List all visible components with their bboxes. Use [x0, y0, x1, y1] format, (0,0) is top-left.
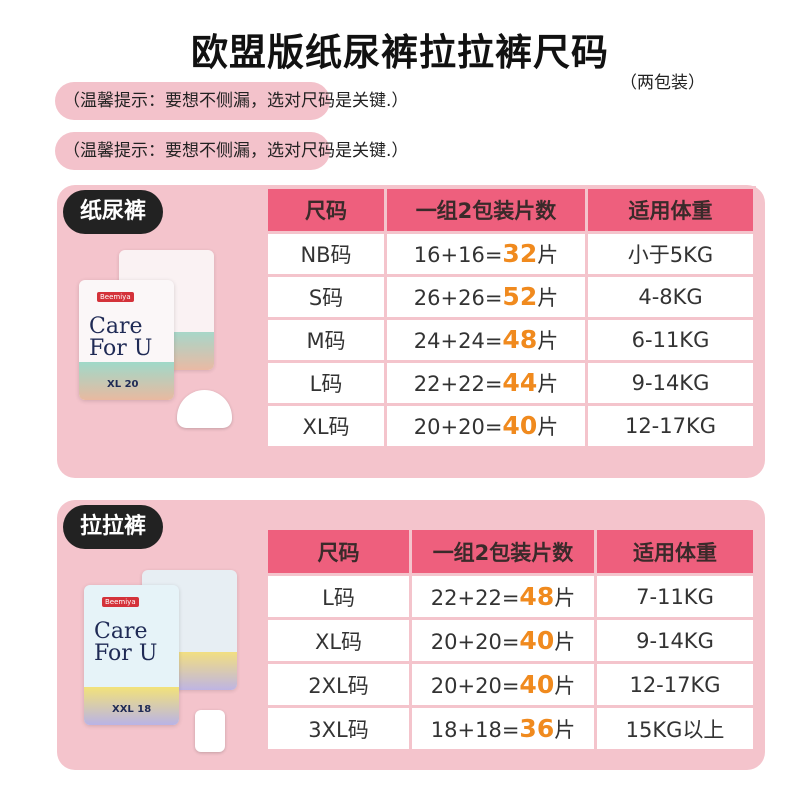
count-cell: 20+20=40片 — [387, 406, 585, 446]
count-unit: 片 — [537, 372, 559, 396]
table-row: S码 26+26=52片 4-8KG — [268, 277, 753, 317]
header-count: 一组2包装片数 — [412, 530, 594, 573]
count-formula: 20+20= — [413, 415, 503, 439]
count-total: 48 — [502, 325, 538, 354]
size-cell: S码 — [268, 277, 384, 317]
size-cell: M码 — [268, 320, 384, 360]
count-total: 36 — [519, 713, 555, 743]
package-image: Beemiya Care For U XL 20 — [79, 280, 174, 400]
size-cell: XL码 — [268, 620, 409, 661]
table-row: NB码 16+16=32片 小于5KG — [268, 234, 753, 274]
count-total: 52 — [502, 282, 538, 311]
page-title: 欧盟版纸尿裤拉拉裤尺码 — [191, 31, 609, 74]
count-cell: 16+16=32片 — [387, 234, 585, 274]
count-total: 40 — [519, 669, 555, 699]
subtitle: （两包装） — [620, 73, 705, 93]
size-cell: L码 — [268, 576, 409, 617]
count-cell: 20+20=40片 — [412, 620, 594, 661]
weight-cell: 12-17KG — [588, 406, 753, 446]
count-formula: 16+16= — [413, 243, 503, 267]
count-cell: 24+24=48片 — [387, 320, 585, 360]
count-total: 40 — [519, 625, 555, 655]
count-unit: 片 — [537, 243, 559, 267]
count-unit: 片 — [554, 585, 576, 610]
count-cell: 22+22=44片 — [387, 363, 585, 403]
package-size: XXL 18 — [112, 704, 152, 715]
table-row: L码 22+22=48片 7-11KG — [268, 576, 753, 617]
count-formula: 22+22= — [430, 585, 520, 610]
count-unit: 片 — [554, 717, 576, 742]
count-unit: 片 — [537, 286, 559, 310]
count-cell: 18+18=36片 — [412, 708, 594, 749]
table-row: M码 24+24=48片 6-11KG — [268, 320, 753, 360]
package-image: Beemiya Care For U XXL 18 — [84, 585, 179, 725]
count-unit: 片 — [554, 673, 576, 698]
count-total: 44 — [502, 368, 538, 397]
weight-cell: 小于5KG — [588, 234, 753, 274]
table-row: XL码 20+20=40片 9-14KG — [268, 620, 753, 661]
package-brand: Care For U — [94, 619, 158, 666]
count-cell: 20+20=40片 — [412, 664, 594, 705]
section-badge: 拉拉裤 — [63, 505, 163, 549]
count-cell: 22+22=48片 — [412, 576, 594, 617]
count-formula: 18+18= — [430, 717, 520, 742]
table-row: L码 22+22=44片 9-14KG — [268, 363, 753, 403]
pants-size-table: 尺码 一组2包装片数 适用体重 L码 22+22=48片 7-11KG XL码 20+20=… — [265, 527, 756, 752]
count-formula: 20+20= — [430, 629, 520, 654]
count-formula: 20+20= — [430, 673, 520, 698]
diaper-image — [177, 390, 232, 428]
size-cell: 3XL码 — [268, 708, 409, 749]
count-formula: 24+24= — [413, 329, 503, 353]
size-cell: 2XL码 — [268, 664, 409, 705]
size-cell: XL码 — [268, 406, 384, 446]
count-total: 32 — [502, 239, 538, 268]
weight-cell: 12-17KG — [597, 664, 753, 705]
weight-cell: 9-14KG — [588, 363, 753, 403]
header-weight: 适用体重 — [588, 189, 753, 231]
section-badge: 纸尿裤 — [63, 190, 163, 234]
count-formula: 26+26= — [413, 286, 503, 310]
tip-banner: （温馨提示：要想不侧漏，选对尺码是关键.） — [55, 82, 408, 120]
header-size: 尺码 — [268, 530, 409, 573]
package-brand: Care For U — [89, 314, 153, 361]
size-cell: NB码 — [268, 234, 384, 274]
header-count: 一组2包装片数 — [387, 189, 585, 231]
tip-banner: （温馨提示：要想不侧漏，选对尺码是关键.） — [55, 132, 408, 170]
header-size: 尺码 — [268, 189, 384, 231]
package-size: XL 20 — [107, 379, 139, 390]
count-unit: 片 — [537, 329, 559, 353]
table-row: XL码 20+20=40片 12-17KG — [268, 406, 753, 446]
weight-cell: 15KG以上 — [597, 708, 753, 749]
count-formula: 22+22= — [413, 372, 503, 396]
brand-logo: Beemiya — [97, 292, 134, 302]
weight-cell: 4-8KG — [588, 277, 753, 317]
table-row: 3XL码 18+18=36片 15KG以上 — [268, 708, 753, 749]
weight-cell: 7-11KG — [597, 576, 753, 617]
weight-cell: 9-14KG — [597, 620, 753, 661]
count-unit: 片 — [554, 629, 576, 654]
diapers-size-table: 尺码 一组2包装片数 适用体重 NB码 16+16=32片 小于5KG S码 26+26=5… — [265, 186, 756, 449]
size-cell: L码 — [268, 363, 384, 403]
count-total: 48 — [519, 581, 555, 611]
count-unit: 片 — [537, 415, 559, 439]
count-total: 40 — [502, 411, 538, 440]
count-cell: 26+26=52片 — [387, 277, 585, 317]
weight-cell: 6-11KG — [588, 320, 753, 360]
header-weight: 适用体重 — [597, 530, 753, 573]
brand-logo: Beemiya — [102, 597, 139, 607]
pants-image — [195, 710, 225, 752]
table-row: 2XL码 20+20=40片 12-17KG — [268, 664, 753, 705]
